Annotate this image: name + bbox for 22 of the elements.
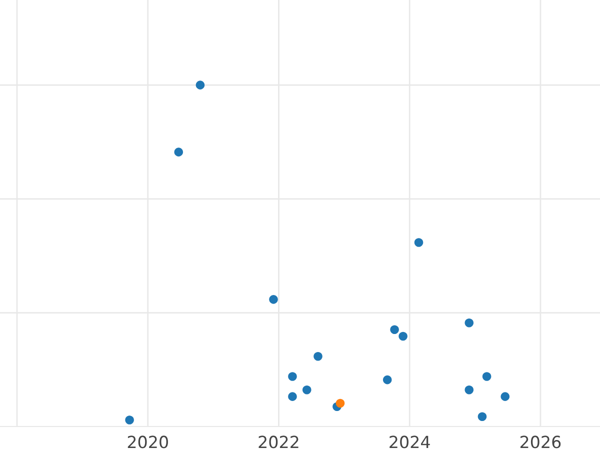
point <box>382 375 392 384</box>
point <box>398 332 408 341</box>
point <box>336 398 345 408</box>
point <box>174 148 184 156</box>
point <box>314 352 322 361</box>
point <box>196 80 205 90</box>
point <box>302 385 312 394</box>
point <box>414 238 424 247</box>
x-tick-label: 2024 <box>390 436 430 448</box>
point <box>125 416 134 424</box>
point <box>478 412 487 422</box>
x-tick-label: 2026 <box>520 436 561 448</box>
point <box>269 295 278 304</box>
point <box>288 372 297 381</box>
point <box>464 318 474 328</box>
point <box>464 385 474 394</box>
point <box>390 325 399 334</box>
point <box>482 372 492 381</box>
point <box>288 392 297 401</box>
point <box>500 392 510 401</box>
x-tick-label: 2022 <box>258 436 298 448</box>
x-tick-label: 2020 <box>128 436 168 448</box>
